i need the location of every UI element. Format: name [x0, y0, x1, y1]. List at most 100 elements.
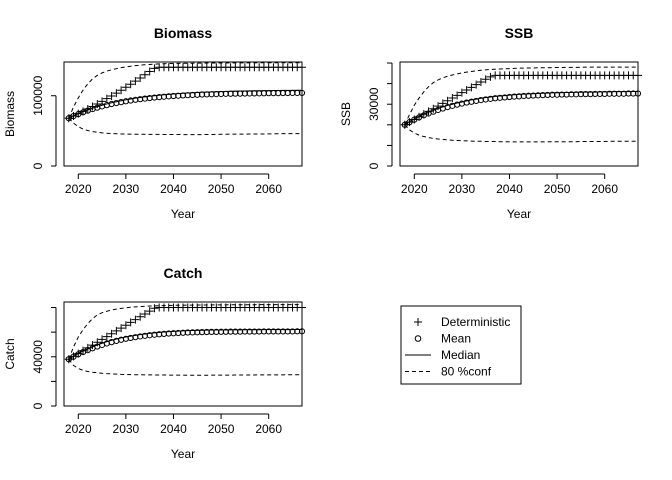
- y-tick-label: 0: [31, 402, 45, 409]
- plus-point: [140, 70, 149, 79]
- plus-point: [298, 63, 306, 72]
- chart-panels: Biomass 2020 2030 2040 2050 2060 Year 0 100000 Bi…: [3, 25, 642, 461]
- circle-point: [65, 356, 72, 363]
- y-axis: 0 40000: [31, 307, 57, 409]
- plus-point: [145, 307, 154, 316]
- circle-point: [406, 119, 413, 126]
- x-tick-label: 2040: [160, 422, 187, 436]
- chart-panel-catch: Catch 2020 2030 2040 2050 2060 Year 0 40000 Catch: [3, 265, 306, 461]
- circle-point: [298, 328, 306, 335]
- plus-point: [117, 324, 126, 333]
- plot-frame: [399, 61, 639, 167]
- plus-point: [481, 75, 490, 84]
- series-80-conf-lower: [68, 358, 302, 376]
- plus-point: [136, 312, 145, 321]
- x-axis: 2020 2030 2040 2050 2060: [65, 413, 282, 436]
- plus-point: [476, 77, 485, 86]
- x-tick-label: 2030: [113, 422, 140, 436]
- y-tick-label: 40000: [31, 340, 45, 374]
- plus-point: [448, 94, 457, 103]
- plus-point: [126, 80, 135, 89]
- x-axis: 2020 2030 2040 2050 2060: [65, 173, 282, 196]
- legend-entry: 80 %conf: [405, 365, 492, 379]
- plus-point: [634, 71, 642, 80]
- legend-entry: Mean: [414, 332, 471, 346]
- plus-point: [121, 321, 130, 330]
- series-80-conf-lower: [404, 124, 638, 143]
- x-tick-label: 2040: [160, 182, 187, 196]
- legend: Deterministic Mean Median 80 %conf: [400, 305, 522, 385]
- series-80-conf-upper: [68, 304, 302, 360]
- series-median-line: [68, 328, 302, 360]
- chart-title: Catch: [164, 265, 203, 281]
- plus-point: [453, 91, 462, 100]
- plus-point: [467, 83, 476, 92]
- plus-point: [121, 83, 130, 92]
- series-80-conf-lower: [68, 117, 303, 136]
- plot-frame: [63, 61, 303, 167]
- series-80-conf-upper: [68, 62, 302, 119]
- legend-label: Median: [441, 348, 480, 362]
- chart-title: SSB: [505, 25, 534, 41]
- x-tick-label: 2050: [544, 182, 571, 196]
- x-tick-label: 2050: [208, 422, 235, 436]
- series-median-line: [68, 89, 302, 119]
- plot-frame: [63, 301, 303, 407]
- y-tick-label: 30000: [367, 87, 381, 121]
- plus-point: [486, 72, 495, 81]
- plus-point: [117, 86, 126, 95]
- series-80-conf-lower-line: [404, 124, 638, 143]
- y-axis-label: Catch: [3, 338, 17, 369]
- plus-point: [443, 96, 452, 105]
- series-median-line: [404, 90, 638, 126]
- x-axis-label: Year: [171, 207, 195, 221]
- x-tick-label: 2060: [591, 182, 618, 196]
- y-axis: 0 30000: [367, 62, 393, 169]
- x-axis: 2020 2030 2040 2050 2060: [401, 173, 618, 196]
- x-tick-label: 2030: [449, 182, 476, 196]
- chart-panel-biomass: Biomass 2020 2030 2040 2050 2060 Year 0 100000 Bi…: [3, 25, 306, 221]
- plus-point: [145, 67, 154, 76]
- series-80-conf-upper: [404, 66, 638, 126]
- y-axis-label: Biomass: [3, 91, 17, 137]
- plus-point: [102, 332, 111, 341]
- legend-label: Mean: [441, 332, 471, 346]
- x-tick-label: 2020: [65, 182, 92, 196]
- x-tick-label: 2020: [401, 182, 428, 196]
- x-axis-label: Year: [171, 447, 195, 461]
- plus-point: [131, 315, 140, 324]
- series-mean: [401, 90, 642, 128]
- chart-title: Biomass: [154, 25, 213, 41]
- plus-point: [112, 326, 121, 335]
- series-mean: [65, 328, 306, 363]
- series-80-conf-upper-line: [68, 304, 302, 360]
- legend-label: 80 %conf: [441, 365, 492, 379]
- x-tick-label: 2050: [208, 182, 235, 196]
- plus-point: [102, 94, 111, 103]
- y-tick-label: 0: [367, 162, 381, 169]
- circle-point: [634, 90, 642, 97]
- y-axis: 0 100000: [31, 75, 57, 169]
- series-deterministic: [64, 303, 306, 364]
- plus-point: [107, 329, 116, 338]
- y-tick-label: 100000: [31, 75, 45, 115]
- plus-point: [136, 74, 145, 83]
- circle-point: [411, 116, 418, 123]
- x-tick-label: 2020: [65, 422, 92, 436]
- plus-point: [150, 304, 159, 313]
- legend-entry: Median: [405, 348, 480, 362]
- plus-point: [457, 88, 466, 97]
- plus-point: [150, 64, 159, 73]
- legend-plus-symbol: [414, 318, 422, 326]
- plus-point: [462, 86, 471, 95]
- x-tick-label: 2040: [496, 182, 523, 196]
- y-tick-label: 0: [31, 162, 45, 169]
- x-tick-label: 2060: [255, 182, 282, 196]
- plus-point: [131, 77, 140, 86]
- plus-point: [472, 80, 481, 89]
- series-median: [68, 89, 302, 119]
- series-80-conf-lower-line: [68, 117, 303, 136]
- chart-panel-ssb: SSB 2020 2030 2040 2050 2060 Year 0 30000 SSB: [339, 25, 642, 221]
- circle-point: [70, 353, 77, 360]
